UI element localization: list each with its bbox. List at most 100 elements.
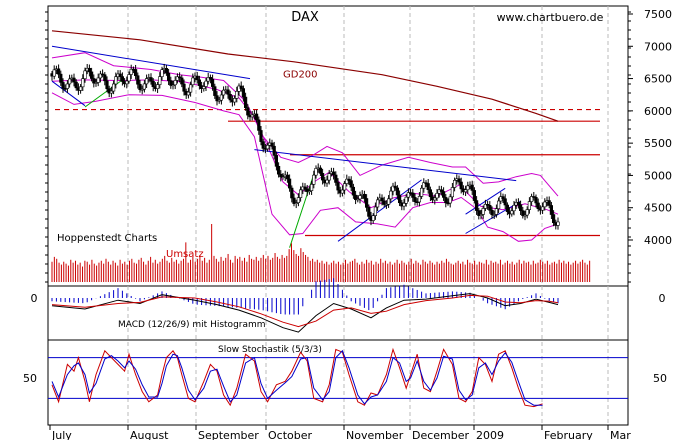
candle-body: [426, 183, 430, 190]
candle-body: [156, 84, 160, 89]
candle-body: [459, 181, 463, 190]
month-label: September: [198, 429, 259, 440]
candle-body: [477, 210, 481, 216]
candle-body: [444, 197, 448, 204]
candle-body: [81, 78, 85, 88]
candle-body: [353, 194, 358, 200]
candle-body: [246, 107, 250, 116]
candle-body: [457, 178, 461, 183]
candle-body: [244, 96, 248, 108]
candle-body: [178, 76, 182, 79]
candle-body: [109, 90, 113, 94]
candle-body: [334, 174, 338, 183]
candle-body: [307, 190, 312, 193]
y-tick-label: 4000: [644, 234, 672, 247]
candle-body: [327, 173, 331, 181]
candle-body: [318, 167, 323, 174]
candle-body: [525, 209, 529, 216]
y-tick-label: 5000: [644, 169, 672, 182]
candle-body: [287, 178, 292, 189]
candle-body: [452, 180, 457, 188]
candle-body: [523, 214, 527, 217]
macd-series-line: [51, 294, 559, 328]
stoch-50-label: 50: [653, 372, 667, 385]
candle-body: [362, 193, 367, 199]
candle-body: [320, 173, 325, 181]
y-tick-label: 6000: [644, 105, 672, 118]
candle-body: [241, 88, 246, 98]
candle-body: [521, 210, 525, 216]
candle-body: [516, 202, 520, 205]
candle-body: [547, 200, 551, 206]
candle-body: [356, 198, 360, 201]
candle-body: [312, 174, 316, 185]
candle-body: [549, 205, 553, 215]
candle-body: [382, 200, 386, 205]
candle-body: [532, 196, 536, 198]
bollinger-band-lower: [51, 92, 559, 242]
candle-body: [441, 191, 446, 198]
candle-body: [63, 88, 67, 90]
month-label: July: [51, 429, 72, 440]
candle-body: [74, 81, 78, 89]
candle-body: [510, 210, 514, 215]
candle-body: [534, 197, 538, 204]
candle-body: [94, 82, 98, 84]
month-label: Mar: [610, 429, 631, 440]
candle-body: [386, 198, 391, 205]
month-label: August: [130, 429, 169, 440]
candle-body: [228, 94, 232, 101]
candle-body: [303, 186, 307, 190]
candle-body: [395, 187, 400, 196]
candle-body: [419, 187, 424, 197]
y-tick-label: 5500: [644, 137, 672, 150]
candle-body: [466, 185, 470, 191]
stoch-50-label: 50: [23, 372, 37, 385]
candle-body: [120, 76, 124, 82]
source-label: www.chartbuero.de: [497, 11, 604, 24]
trendline: [51, 80, 86, 107]
candle-body: [314, 168, 318, 176]
candle-body: [87, 67, 91, 73]
candle-body: [347, 178, 351, 181]
candle-body: [83, 70, 87, 79]
candle-body: [208, 77, 213, 80]
stoch-title: Slow Stochastik (5/3/3): [218, 345, 322, 355]
candle-body: [435, 193, 439, 199]
y-tick-label: 7000: [644, 40, 672, 53]
candle-body: [373, 206, 378, 216]
candle-body: [490, 209, 494, 216]
candle-body: [158, 76, 162, 85]
candle-body: [56, 68, 61, 75]
candle-body: [92, 78, 96, 84]
candle-body: [331, 171, 336, 176]
candle-body: [428, 189, 433, 198]
candle-body: [380, 197, 384, 202]
candle-body: [138, 83, 142, 91]
candle-body: [422, 182, 426, 189]
candle-body: [98, 73, 102, 79]
candle-body: [202, 86, 206, 89]
candle-body: [433, 197, 437, 201]
candle-body: [518, 204, 523, 211]
candle-body: [448, 196, 452, 204]
candle-body: [167, 72, 171, 81]
candle-body: [134, 69, 138, 76]
candle-body: [140, 88, 144, 91]
bollinger-band-upper: [51, 52, 559, 197]
candle-body: [204, 80, 208, 87]
candle-body: [136, 75, 140, 85]
candle-body: [90, 71, 94, 79]
candle-body: [79, 86, 83, 91]
candle-body: [474, 200, 479, 211]
candle-body: [485, 204, 490, 206]
candle-body: [65, 83, 69, 89]
candle-body: [472, 190, 477, 201]
candle-body: [481, 208, 485, 215]
candle-body: [285, 174, 290, 180]
candle-body: [59, 73, 63, 83]
candle-body: [494, 208, 499, 215]
month-label: 2009: [476, 429, 504, 440]
candle-body: [358, 195, 362, 200]
trendline: [51, 45, 251, 80]
